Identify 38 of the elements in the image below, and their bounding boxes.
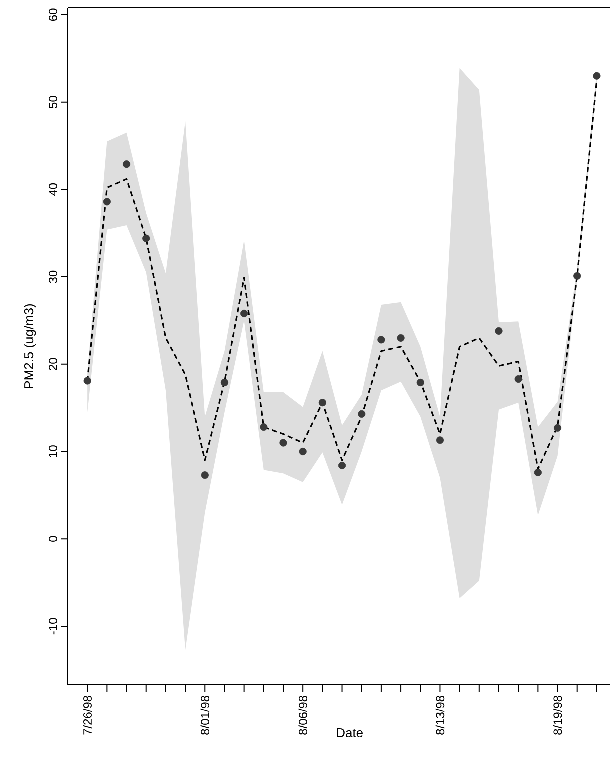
point (534, 468, 542, 477)
x-tick-label: 8/13/98 (436, 696, 445, 735)
point (201, 472, 209, 480)
point (122, 160, 131, 168)
point (318, 399, 326, 407)
point (84, 377, 92, 385)
y-tick-label: 0 (49, 536, 58, 542)
x-tick-label: 8/06/98 (298, 696, 308, 735)
y-tick-label: 30 (49, 270, 58, 284)
point (593, 72, 601, 80)
point (280, 439, 288, 447)
point (240, 310, 248, 318)
x-tick-label: 8/19/98 (553, 696, 562, 735)
y-axis-title: PM2.5 (ug/m3) (24, 304, 36, 388)
point (220, 378, 229, 387)
y-tick-label: -10 (49, 618, 58, 635)
point (338, 462, 346, 470)
point (103, 198, 111, 206)
point (142, 234, 150, 242)
point (416, 378, 424, 387)
y-tick-label: 10 (49, 446, 58, 458)
point (260, 424, 268, 432)
point (358, 410, 366, 418)
point (299, 448, 307, 456)
point (514, 375, 522, 384)
x-tick-label: 7/26/98 (83, 696, 92, 735)
point (378, 336, 386, 344)
point (397, 334, 405, 342)
x-tick-label: 8/01/98 (200, 696, 210, 735)
point (495, 327, 503, 335)
point (554, 424, 562, 432)
y-tick-label: 40 (49, 184, 58, 196)
point (574, 272, 582, 280)
y-tick-label: 60 (49, 8, 58, 22)
y-tick-label: 20 (49, 358, 58, 370)
point (436, 436, 444, 444)
y-tick-label: 50 (49, 96, 58, 108)
x-axis-title: Date (337, 728, 363, 738)
